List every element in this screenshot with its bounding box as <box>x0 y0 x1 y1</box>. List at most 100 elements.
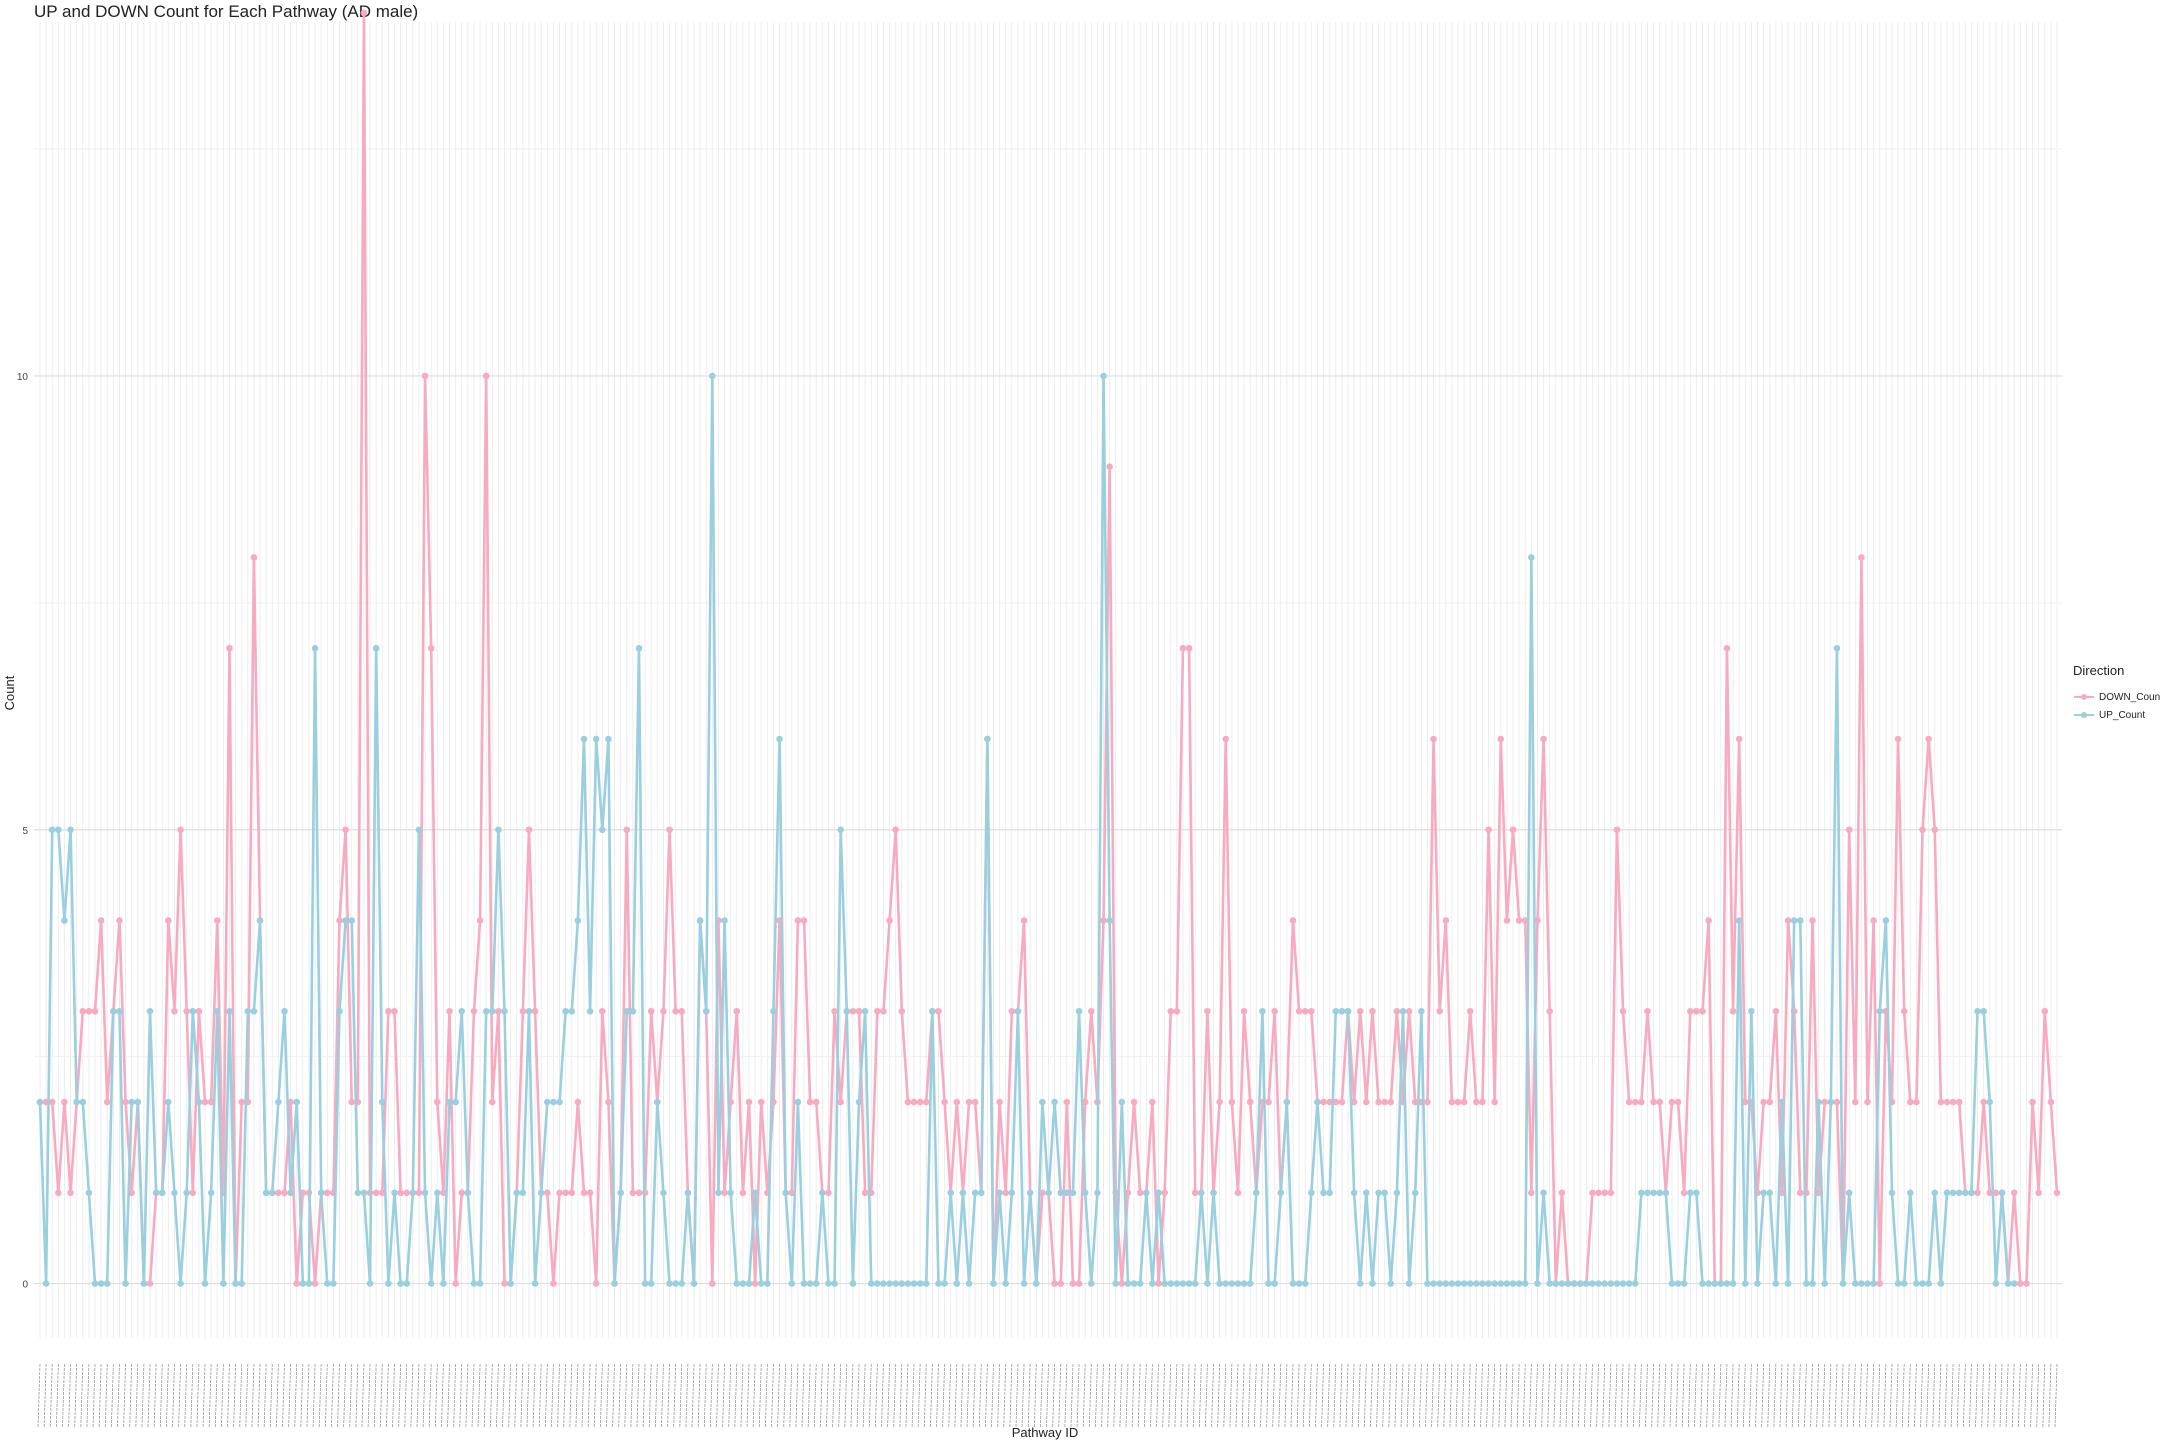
data-point <box>892 1280 899 1287</box>
data-point <box>861 1007 869 1015</box>
x-tick-label-mark <box>1535 1363 1538 1429</box>
data-point <box>1760 1189 1767 1197</box>
data-point <box>990 1280 997 1287</box>
legend-item-down: DOWN_Count <box>2073 688 2160 706</box>
data-point <box>1295 1280 1303 1287</box>
data-point <box>654 1098 661 1106</box>
x-tick-label-mark <box>1058 1363 1062 1429</box>
x-tick-label-mark <box>954 1363 958 1429</box>
data-point <box>1931 826 1939 834</box>
x-tick-label-mark <box>972 1363 976 1429</box>
x-tick-label-mark <box>1492 1363 1496 1429</box>
data-point <box>788 1189 796 1197</box>
data-point <box>617 1189 624 1197</box>
data-point <box>1363 1098 1370 1106</box>
data-point <box>128 1098 135 1106</box>
x-tick-label-mark <box>984 1363 988 1429</box>
data-point <box>1699 1007 1706 1015</box>
data-point <box>1980 1098 1987 1106</box>
data-point <box>275 1189 282 1197</box>
data-point <box>1619 1007 1627 1015</box>
data-point <box>1815 1189 1822 1197</box>
data-point <box>1955 1189 1963 1197</box>
x-tick-label-mark <box>1779 1363 1783 1429</box>
chart-title: UP and DOWN Count for Each Pathway (AD m… <box>34 2 419 21</box>
x-tick-label-mark <box>2024 1363 2027 1429</box>
x-tick-label-mark <box>1382 1363 1386 1429</box>
data-point <box>1210 1189 1217 1197</box>
data-point <box>452 1280 459 1287</box>
data-point <box>1656 1098 1664 1106</box>
x-tick-label-mark <box>1461 1363 1465 1429</box>
data-point <box>348 917 356 924</box>
x-tick-label-mark <box>410 1363 414 1429</box>
x-tick-label-mark <box>1125 1363 1129 1429</box>
data-point <box>1081 1098 1089 1106</box>
data-point <box>819 1189 826 1197</box>
x-tick-label-mark <box>251 1363 255 1429</box>
data-point <box>1246 1280 1254 1287</box>
data-point <box>281 1189 288 1197</box>
x-tick-label-mark <box>172 1363 175 1429</box>
data-point <box>195 1007 203 1015</box>
data-point <box>1839 1280 1847 1287</box>
data-point <box>947 1189 955 1197</box>
data-point <box>739 1280 747 1287</box>
x-tick-label-mark <box>1889 1363 1893 1429</box>
x-tick-label-mark <box>1150 1363 1153 1429</box>
data-point <box>880 1280 887 1287</box>
x-tick-label-mark <box>62 1363 65 1429</box>
x-tick-label-mark <box>434 1363 438 1429</box>
x-tick-label-mark <box>667 1363 670 1429</box>
data-point <box>183 1189 190 1197</box>
data-point <box>1980 1007 1987 1015</box>
data-point <box>1760 1098 1767 1106</box>
data-point <box>1032 1280 1040 1287</box>
x-tick-label-mark <box>771 1363 774 1429</box>
data-point <box>1583 1280 1590 1287</box>
x-tick-label-mark <box>709 1363 713 1429</box>
data-point <box>1949 1098 1957 1106</box>
data-point <box>953 1098 961 1106</box>
data-point <box>2047 1098 2055 1106</box>
x-tick-label-mark <box>355 1363 359 1429</box>
x-tick-label-mark <box>887 1363 890 1429</box>
data-point <box>806 1280 814 1287</box>
x-tick-label-mark <box>324 1363 328 1429</box>
x-tick-label-mark <box>300 1363 304 1429</box>
x-tick-label-mark <box>551 1363 554 1429</box>
x-tick-label-mark <box>1418 1363 1422 1429</box>
data-point <box>1833 1098 1841 1106</box>
data-point <box>2029 1098 2036 1106</box>
data-point <box>1014 1007 1022 1015</box>
data-point <box>599 1007 606 1015</box>
x-tick-label-mark <box>1804 1363 1807 1429</box>
data-point <box>1625 1098 1633 1106</box>
data-point <box>1589 1189 1596 1197</box>
x-tick-label-mark <box>691 1363 695 1429</box>
x-tick-label-mark <box>648 1363 652 1429</box>
legend: Direction DOWN_Count UP_Count <box>2073 663 2160 724</box>
data-point <box>226 644 233 652</box>
data-point <box>666 826 673 834</box>
data-point <box>360 1189 368 1197</box>
x-tick-label-mark <box>1828 1363 1832 1429</box>
x-tick-label-mark <box>1101 1363 1104 1429</box>
data-point <box>519 1189 527 1197</box>
x-tick-label-mark <box>2005 1363 2009 1429</box>
data-point <box>1852 1280 1859 1287</box>
data-point <box>103 1280 111 1287</box>
data-point <box>861 1189 869 1197</box>
data-point <box>678 1280 686 1287</box>
x-tick-label-mark <box>1186 1363 1190 1429</box>
data-point <box>1809 917 1816 924</box>
x-tick-label-mark <box>1302 1363 1306 1429</box>
data-point <box>1087 1007 1095 1015</box>
x-tick-label-mark <box>1522 1363 1526 1429</box>
data-point <box>1191 1189 1199 1197</box>
x-tick-label-mark <box>593 1363 597 1429</box>
data-point <box>1674 1280 1682 1287</box>
data-point <box>1754 1280 1761 1287</box>
x-tick-label-mark <box>1608 1363 1612 1429</box>
data-point <box>1974 1189 1981 1197</box>
